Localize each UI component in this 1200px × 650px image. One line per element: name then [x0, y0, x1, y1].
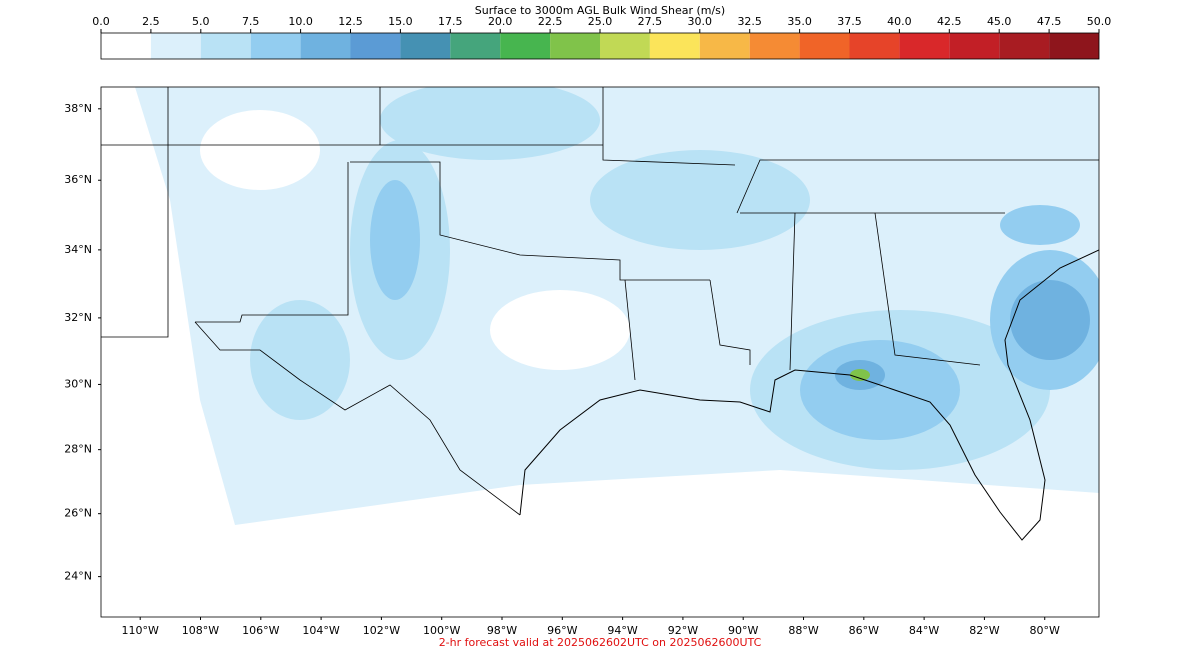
colorbar-tick-label: 7.5	[242, 15, 260, 28]
colorbar-tick-label: 32.5	[737, 15, 762, 28]
colorbar-tick-label: 12.5	[338, 15, 363, 28]
lat-tick-label: 24°N	[64, 570, 92, 583]
color-swatch	[600, 33, 650, 59]
shade	[490, 290, 630, 370]
lon-tick-label: 90°W	[728, 624, 758, 637]
lat-tick-label: 32°N	[64, 311, 92, 324]
lat-tick-label: 30°N	[64, 377, 92, 390]
colorbar-tick-label: 42.5	[937, 15, 962, 28]
lon-tick-label: 96°W	[547, 624, 577, 637]
colorbar-tick-label: 0.0	[92, 15, 110, 28]
color-swatch	[500, 33, 551, 59]
color-swatch	[200, 33, 251, 59]
colorbar-tick-label: 17.5	[438, 15, 463, 28]
color-swatch	[999, 33, 1050, 59]
lon-tick-label: 92°W	[668, 624, 698, 637]
lat-tick-label: 34°N	[64, 243, 92, 256]
shade	[200, 110, 320, 190]
colorbar-tick-label: 22.5	[538, 15, 563, 28]
lon-tick-label: 88°W	[788, 624, 818, 637]
color-swatch	[250, 33, 301, 59]
shade	[800, 340, 960, 440]
lat-tick-label: 28°N	[64, 443, 92, 456]
colorbar-tick-label: 37.5	[837, 15, 862, 28]
map-axes: 110°W 108°W 106°W 104°W 102°W 100°W 98°W 96°W 94…	[64, 102, 1060, 637]
shade	[1010, 280, 1090, 360]
color-swatch	[101, 33, 151, 59]
forecast-note: 2-hr forecast valid at 2025062602UTC on …	[439, 636, 762, 649]
color-swatch	[400, 33, 451, 59]
lon-tick-label: 80°W	[1030, 624, 1060, 637]
shading	[101, 87, 1099, 541]
colorbar-tick-label: 20.0	[488, 15, 513, 28]
shade	[850, 369, 870, 381]
color-swatch	[749, 33, 800, 59]
lon-tick-label: 84°W	[909, 624, 939, 637]
colorbar-tick-label: 47.5	[1037, 15, 1062, 28]
lon-tick-label: 110°W	[122, 624, 159, 637]
shade	[370, 180, 420, 300]
lon-tick-label: 82°W	[969, 624, 999, 637]
lon-tick-label: 108°W	[182, 624, 219, 637]
colorbar-tick-label: 10.0	[288, 15, 313, 28]
shade	[1000, 205, 1080, 245]
colorbar-tick-label: 5.0	[192, 15, 210, 28]
lon-tick-label: 98°W	[487, 624, 517, 637]
lon-tick-label: 104°W	[302, 624, 339, 637]
lon-tick-label: 100°W	[423, 624, 460, 637]
colorbar-tick-label: 15.0	[388, 15, 413, 28]
color-swatch	[849, 33, 900, 59]
color-swatch	[450, 33, 501, 59]
lon-tick-label: 86°W	[849, 624, 879, 637]
color-swatch	[899, 33, 950, 59]
lat-tick-label: 26°N	[64, 507, 92, 520]
lon-tick-label: 102°W	[363, 624, 400, 637]
lat-tick-label: 36°N	[64, 173, 92, 186]
lon-tick-label: 106°W	[242, 624, 279, 637]
color-swatch	[649, 33, 700, 59]
coastline	[519, 249, 1099, 541]
colorbar: 0.0 2.5 5.0 7.5 10.0 12.5 15.0 17.5 20.0 22.5 25.0…	[92, 15, 1112, 60]
color-swatch	[550, 33, 600, 59]
map: 110°W 108°W 106°W 104°W 102°W 100°W 98°W 96°W 94…	[64, 86, 1100, 637]
colorbar-tick-label: 35.0	[787, 15, 812, 28]
colorbar-tick-label: 30.0	[688, 15, 713, 28]
colorbar-tick-label: 45.0	[987, 15, 1012, 28]
color-swatch	[799, 33, 850, 59]
colorbar-tick-label: 25.0	[588, 15, 613, 28]
shade	[590, 150, 810, 250]
color-swatch	[150, 33, 201, 59]
colorbar-tick-label: 50.0	[1087, 15, 1112, 28]
color-swatch	[699, 33, 750, 59]
color-swatch	[949, 33, 1000, 59]
lon-tick-label: 94°W	[607, 624, 637, 637]
color-swatch	[1049, 33, 1099, 59]
colorbar-tick-label: 27.5	[638, 15, 663, 28]
color-swatch	[300, 33, 351, 59]
borders	[101, 87, 1099, 516]
shade	[250, 300, 350, 420]
lat-tick-label: 38°N	[64, 102, 92, 115]
colorbar-title: Surface to 3000m AGL Bulk Wind Shear (m/…	[475, 4, 725, 17]
map-frame	[100, 86, 1100, 618]
colorbar-tick-label: 40.0	[887, 15, 912, 28]
colorbar-tick-label: 2.5	[142, 15, 160, 28]
color-swatch	[350, 33, 401, 59]
shade	[380, 87, 600, 160]
